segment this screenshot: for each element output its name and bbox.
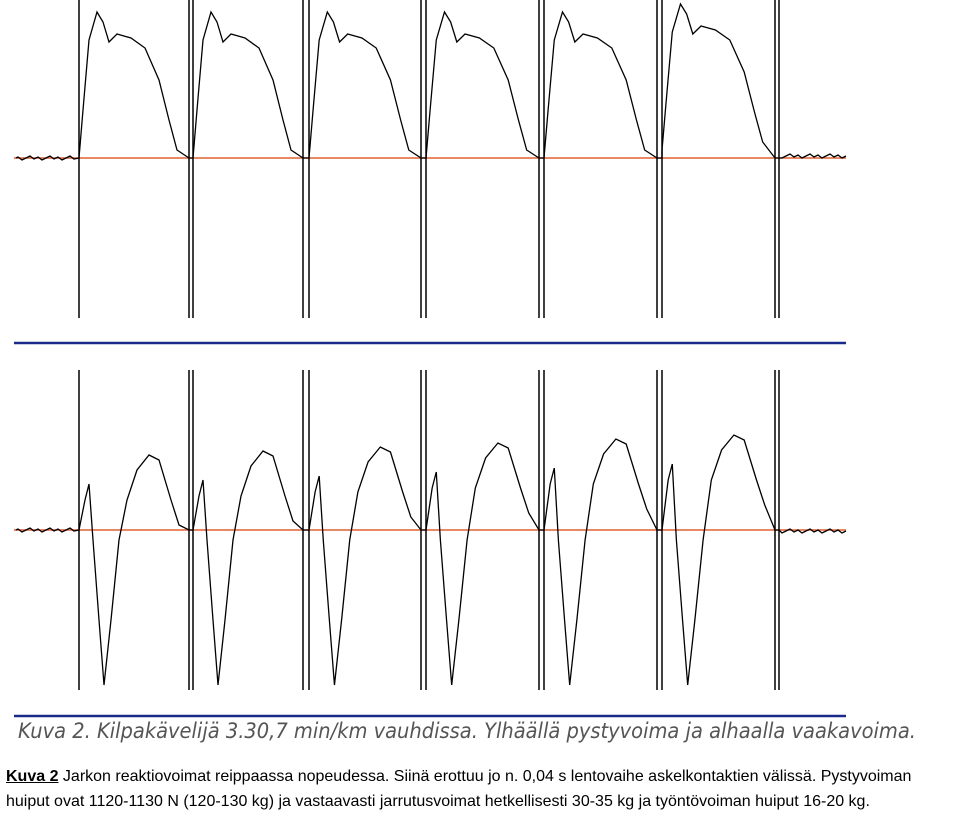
vertical-force-trace: [15, 2, 847, 161]
horizontal-force-trace: [15, 434, 847, 686]
caption-text: Jarkon reaktiovoimat reippaassa nopeudes…: [6, 768, 912, 810]
figure-caption: Kuva 2. Kilpakävelijä 3.30,7 min/km vauh…: [18, 719, 916, 743]
force-plate-figure: Kuva 2. Kilpakävelijä 3.30,7 min/km vauh…: [14, 0, 916, 743]
caption: Kuva 2 Jarkon reaktiovoimat reippaassa n…: [6, 764, 958, 814]
caption-label: Kuva 2: [6, 768, 59, 785]
